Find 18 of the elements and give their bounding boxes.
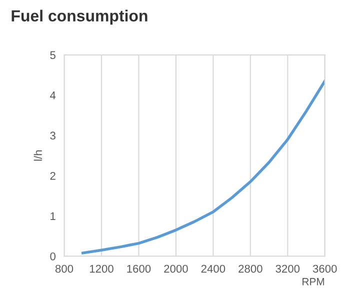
- y-tick-label: 0: [50, 252, 56, 260]
- x-axis-title: RPM: [302, 278, 324, 286]
- chart-title: Fuel consumption: [12, 10, 148, 25]
- x-tick-label: 800: [55, 264, 74, 273]
- x-tick-label: 2400: [201, 264, 226, 273]
- x-tick-label: 2800: [238, 264, 262, 273]
- y-tick-label: 5: [50, 51, 56, 60]
- line-series: [81, 80, 325, 254]
- y-tick-label: 1: [50, 212, 56, 220]
- y-tick-label: 2: [50, 172, 56, 180]
- y-tick-label: 4: [50, 92, 56, 100]
- y-axis-title: l/h: [34, 150, 42, 161]
- x-tick-label: 3200: [276, 264, 300, 273]
- x-tick-label: 3600: [312, 264, 337, 273]
- x-tick-label: 1600: [127, 264, 151, 273]
- x-tick-label: 2000: [164, 264, 188, 273]
- y-tick-label: 3: [50, 132, 56, 140]
- x-tick-label: 1200: [90, 264, 114, 273]
